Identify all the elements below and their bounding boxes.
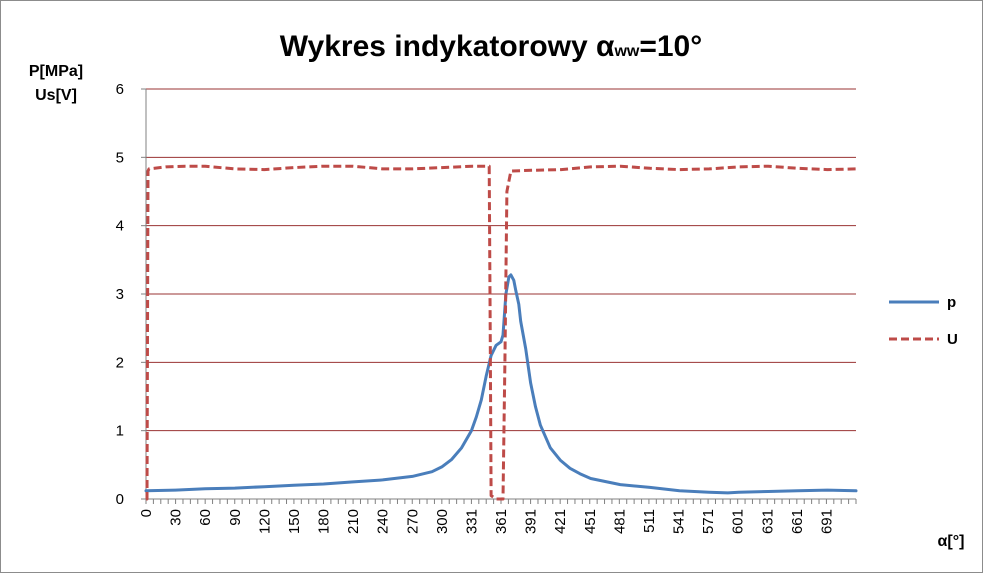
- x-tick-label: 0: [138, 509, 155, 517]
- x-tick-label: 361: [493, 509, 510, 534]
- y-axis-label-voltage: Us[V]: [35, 87, 77, 104]
- x-tick-label: 180: [316, 509, 333, 534]
- y-tick-label: 5: [116, 149, 124, 166]
- x-tick-label: 511: [641, 509, 658, 533]
- legend: pU: [889, 294, 958, 348]
- x-tick-label: 150: [286, 509, 303, 534]
- x-axis-label: α[°]: [938, 533, 965, 550]
- series-line-U: [145, 164, 857, 501]
- x-tick-label: 571: [700, 509, 717, 534]
- x-tick-label: 60: [197, 509, 214, 526]
- x-tick-label: 691: [818, 509, 835, 534]
- x-tick-label: 541: [671, 509, 688, 534]
- x-tick-label: 90: [227, 509, 244, 526]
- series-line-p: [144, 273, 858, 495]
- y-axis-label-pressure: P[MPa]: [29, 63, 83, 80]
- chart-title-subscript: ww: [613, 43, 639, 60]
- x-tick-label: 391: [523, 509, 540, 534]
- series-layer: [144, 164, 858, 501]
- x-tick-label: 120: [256, 509, 273, 534]
- chart-title: Wykres indykatorowy αww=10°: [280, 30, 702, 63]
- chart-title-main: Wykres indykatorowy α: [280, 30, 615, 63]
- x-tick-label: 421: [552, 509, 569, 534]
- y-tick-label: 2: [116, 354, 124, 371]
- chart-title-suffix: =10°: [639, 30, 702, 63]
- y-tick-label: 0: [116, 491, 124, 508]
- x-tick-label: 331: [463, 509, 480, 534]
- x-tick-label: 210: [345, 509, 362, 534]
- x-tick-label: 601: [730, 509, 747, 534]
- x-tick-label: 451: [582, 509, 599, 534]
- y-tick-label: 6: [116, 81, 124, 98]
- x-tick-label: 481: [611, 509, 628, 534]
- x-tick-label: 661: [789, 509, 806, 534]
- legend-label-p: p: [947, 294, 956, 311]
- grid-layer: [146, 88, 856, 432]
- x-tick-label: 631: [759, 509, 776, 534]
- y-tick-label: 3: [116, 286, 124, 303]
- x-tick-label: 30: [168, 509, 185, 526]
- y-tick-label: 4: [116, 218, 124, 235]
- x-tick-label: 240: [375, 509, 392, 534]
- x-tick-label: 270: [404, 509, 421, 534]
- y-tick-label: 1: [116, 423, 124, 440]
- x-tick-label: 300: [434, 509, 451, 534]
- legend-label-U: U: [947, 331, 958, 348]
